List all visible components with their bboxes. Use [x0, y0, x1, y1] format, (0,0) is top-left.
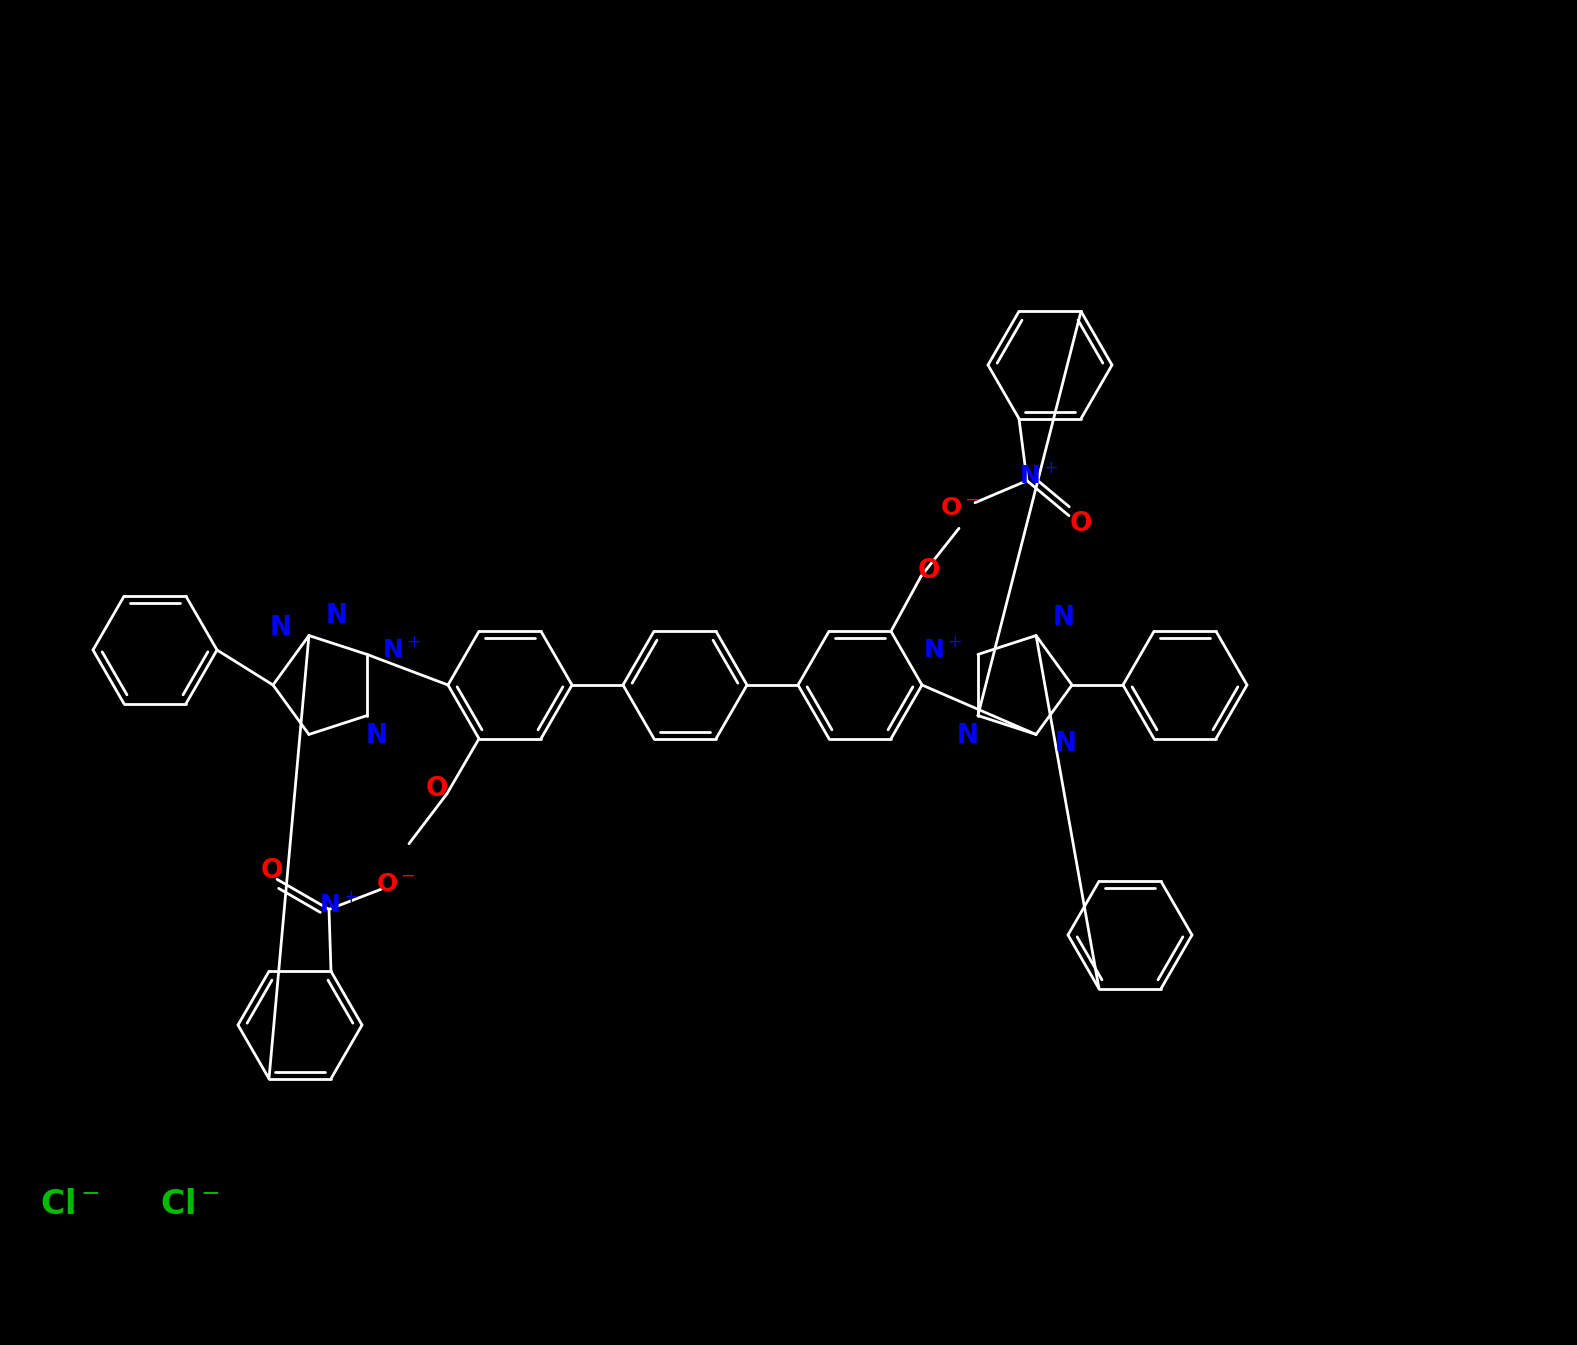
Text: Cl$^-$: Cl$^-$ — [159, 1189, 219, 1221]
Text: N: N — [326, 603, 349, 628]
Text: N$^+$: N$^+$ — [382, 638, 421, 662]
Text: N: N — [1055, 732, 1077, 757]
Text: N$^+$: N$^+$ — [1019, 463, 1058, 488]
Text: N$^+$: N$^+$ — [923, 638, 962, 662]
Text: N$^+$: N$^+$ — [319, 892, 358, 917]
Text: O: O — [426, 776, 448, 802]
Text: Cl$^-$: Cl$^-$ — [39, 1189, 99, 1221]
Text: O: O — [260, 858, 284, 884]
Text: O: O — [918, 558, 940, 584]
Text: N: N — [957, 722, 979, 749]
Text: O$^-$: O$^-$ — [940, 496, 979, 519]
Text: O: O — [1069, 511, 1093, 537]
Text: N: N — [1053, 604, 1076, 631]
Text: O$^-$: O$^-$ — [377, 873, 416, 896]
Text: N: N — [366, 722, 388, 749]
Text: N: N — [270, 615, 292, 640]
